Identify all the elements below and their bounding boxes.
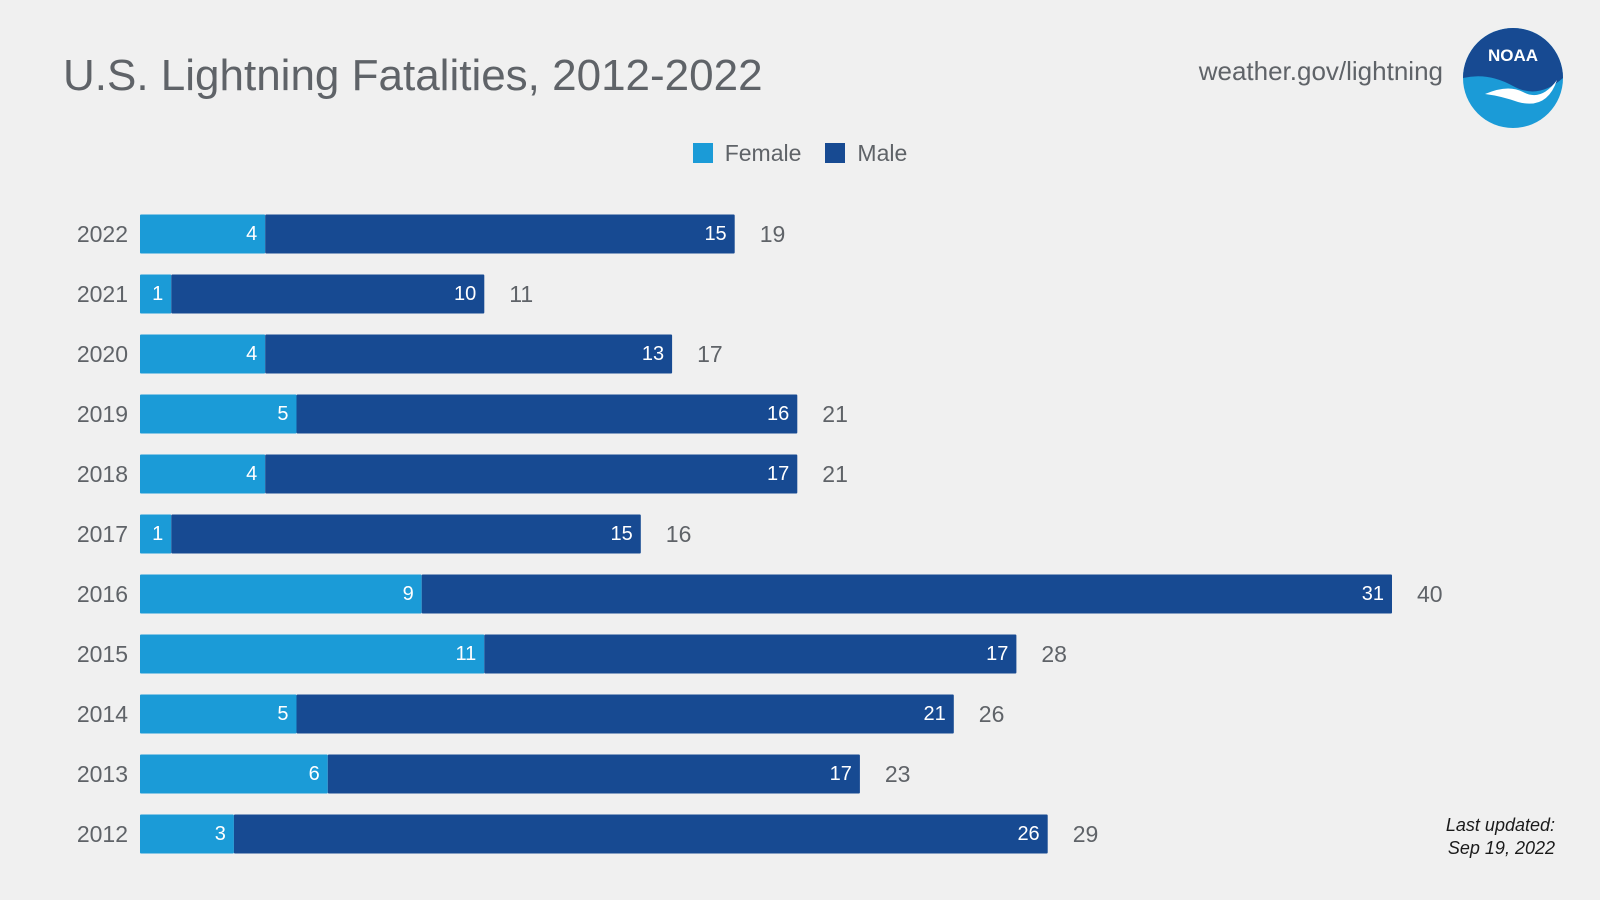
data-label-female-2018: 4	[246, 463, 257, 485]
data-label-male-2018: 17	[767, 463, 789, 485]
data-label-male-2014: 21	[924, 703, 946, 725]
legend-item-male: Male	[825, 140, 907, 167]
bar-male-2021	[171, 274, 485, 314]
total-label-2018: 21	[822, 461, 848, 487]
bar-female-2014	[140, 694, 297, 734]
data-label-female-2014: 5	[277, 703, 288, 725]
chart-title: U.S. Lightning Fatalities, 2012-2022	[63, 51, 763, 100]
bar-male-2018	[265, 454, 798, 494]
category-label-2022: 2022	[77, 221, 128, 247]
legend-label-female: Female	[724, 139, 802, 166]
bar-female-2018	[140, 454, 266, 494]
bar-male-2015	[484, 634, 1017, 674]
logo-text: NOAA	[1488, 46, 1538, 65]
bar-female-2012	[140, 814, 234, 854]
data-label-female-2019: 5	[277, 403, 288, 425]
bar-female-2022	[140, 214, 266, 254]
total-label-2017: 16	[666, 521, 692, 547]
data-label-female-2017: 1	[152, 523, 163, 545]
bar-male-2012	[233, 814, 1048, 854]
data-label-female-2016: 9	[403, 583, 414, 605]
last-updated-date: Sep 19, 2022	[1447, 838, 1555, 858]
total-label-2021: 11	[509, 281, 533, 307]
bar-male-2020	[265, 334, 673, 374]
total-label-2022: 19	[760, 221, 786, 247]
category-label-2012: 2012	[77, 821, 128, 847]
data-label-male-2021: 10	[454, 283, 476, 305]
total-label-2019: 21	[822, 401, 848, 427]
bar-female-2013	[140, 754, 328, 794]
bar-female-2020	[140, 334, 266, 374]
data-label-female-2015: 11	[456, 643, 477, 665]
bar-female-2017	[140, 514, 172, 554]
data-label-male-2015: 17	[986, 643, 1008, 665]
category-label-2014: 2014	[77, 701, 128, 727]
data-label-male-2012: 26	[1017, 823, 1039, 845]
bar-female-2021	[140, 274, 172, 314]
total-label-2013: 23	[885, 761, 911, 787]
category-label-2017: 2017	[77, 521, 128, 547]
data-label-male-2020: 13	[642, 343, 664, 365]
data-label-male-2013: 17	[830, 763, 852, 785]
legend-swatch-female	[692, 143, 713, 163]
total-label-2020: 17	[697, 341, 723, 367]
data-label-female-2021: 1	[152, 283, 163, 305]
total-label-2014: 26	[979, 701, 1005, 727]
site-link[interactable]: weather.gov/lightning	[1198, 56, 1443, 86]
category-label-2015: 2015	[77, 641, 128, 667]
bar-male-2016	[421, 574, 1392, 614]
legend-swatch-male	[825, 143, 846, 163]
bar-male-2013	[327, 754, 860, 794]
category-label-2016: 2016	[77, 581, 128, 607]
data-label-female-2012: 3	[215, 823, 226, 845]
category-label-2013: 2013	[77, 761, 128, 787]
category-label-2019: 2019	[77, 401, 128, 427]
category-label-2020: 2020	[77, 341, 128, 367]
data-label-male-2016: 31	[1362, 583, 1384, 605]
noaa-logo: NOAA	[1463, 28, 1563, 128]
bar-female-2016	[140, 574, 422, 614]
category-label-2021: 2021	[77, 281, 128, 307]
category-label-2018: 2018	[77, 461, 128, 487]
last-updated: Last updated: Sep 19, 2022	[1380, 814, 1555, 860]
bar-male-2022	[265, 214, 735, 254]
data-label-female-2022: 4	[246, 223, 257, 245]
total-label-2015: 28	[1041, 641, 1067, 667]
legend-label-male: Male	[857, 139, 908, 166]
data-label-female-2020: 4	[246, 343, 257, 365]
legend-item-female: Female	[692, 139, 802, 167]
data-label-male-2022: 15	[704, 223, 726, 245]
last-updated-label: Last updated:	[1445, 815, 1555, 835]
bar-male-2014	[296, 694, 954, 734]
data-label-male-2019: 16	[767, 403, 789, 425]
total-label-2012: 29	[1073, 821, 1099, 847]
bar-female-2019	[140, 394, 297, 434]
total-label-2016: 40	[1417, 581, 1443, 607]
bar-male-2019	[296, 394, 798, 434]
bar-male-2017	[171, 514, 641, 554]
legend: Female Male	[0, 137, 1600, 169]
data-label-female-2013: 6	[309, 763, 320, 785]
data-label-male-2017: 15	[611, 523, 633, 545]
bar-female-2015	[140, 634, 485, 674]
